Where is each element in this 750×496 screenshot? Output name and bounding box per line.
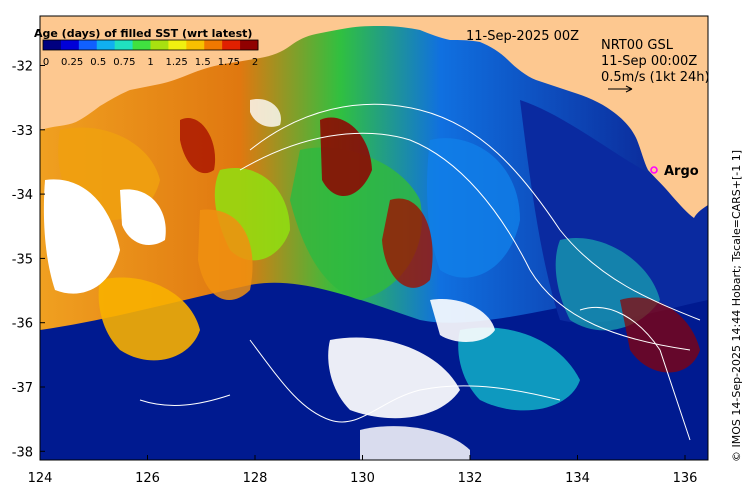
colorbar-swatch — [43, 40, 62, 50]
y-axis: -32 -33 -34 -35 -36 -37 -38 — [12, 60, 45, 460]
colorbar-swatch — [96, 40, 116, 50]
x-tick-label: 124 — [28, 471, 53, 486]
colorbar-swatch — [78, 40, 98, 50]
colorbar-tick-label: 0.75 — [113, 57, 135, 68]
colorbar-swatch — [150, 40, 169, 50]
bathymetry-contour-2 — [239, 132, 691, 351]
x-tick-label: 132 — [458, 471, 483, 486]
colorbar-title: Age (days) of filled SST (wrt latest) — [34, 27, 252, 40]
y-tick-label: -32 — [12, 60, 33, 75]
bathymetry-contour-1 — [249, 103, 701, 321]
cyan-patch — [458, 327, 580, 411]
colorbar-swatch — [60, 40, 80, 50]
colorbar-tick-label: 1.5 — [195, 57, 211, 68]
dark-red-patch-3 — [180, 118, 216, 174]
dark-red-patch-2 — [382, 198, 433, 288]
product-info-line: NRT00 GSL — [601, 38, 674, 53]
colorbar-swatches — [43, 40, 259, 50]
current-scale-arrow — [608, 85, 633, 93]
no-data-region-1 — [43, 179, 121, 294]
colorbar-tick-label: 1 — [147, 57, 153, 68]
colorbar-tick-labels: 0 0.25 0.5 0.75 1 1.25 1.5 1.75 2 — [43, 57, 258, 68]
colorbar-tick-label: 0.5 — [90, 57, 106, 68]
dark-red-patch-4 — [620, 297, 700, 373]
colorbar-swatch — [168, 40, 187, 50]
x-tick-label: 128 — [243, 471, 268, 486]
no-data-region-5 — [430, 299, 495, 342]
colorbar-frame — [42, 39, 259, 51]
colorbar-swatch — [132, 40, 151, 50]
colorbar-tick-label: 1.25 — [165, 57, 187, 68]
no-data-region-6 — [250, 99, 281, 127]
no-data-region-4 — [360, 426, 470, 460]
colorbar-tick-label: 0.25 — [61, 57, 83, 68]
no-data-region-3 — [328, 337, 460, 419]
colorbar-tick-label: 0 — [43, 57, 49, 68]
y-tick-label: -36 — [12, 317, 33, 332]
x-axis: 124 126 128 130 132 134 136 — [28, 455, 698, 486]
x-tick-label: 130 — [350, 471, 375, 486]
y-tick-label: -37 — [12, 381, 33, 396]
y-tick-label: -34 — [12, 188, 33, 203]
x-tick-label: 134 — [565, 471, 590, 486]
colorbar-tick-label: 1.75 — [218, 57, 240, 68]
no-data-region-2 — [120, 189, 166, 245]
land-mass — [40, 16, 708, 218]
argo-marker — [650, 166, 658, 174]
colorbar-swatch — [204, 40, 223, 50]
bathymetry-contour-5 — [139, 394, 231, 406]
orange-patch-2 — [98, 277, 200, 361]
x-tick-label: 136 — [673, 471, 698, 486]
light-blue-patch — [427, 138, 520, 278]
credit-text: © IMOS 14-Sep-2025 14:44 Hobart; Tscale=… — [730, 150, 743, 462]
product-info-line: 11-Sep 00:00Z — [601, 54, 697, 69]
colorbar-swatch — [114, 40, 134, 50]
x-tick-label: 126 — [135, 471, 160, 486]
colorbar-swatch — [222, 40, 241, 50]
colorbar-tick-label: 2 — [252, 57, 258, 68]
y-tick-label: -38 — [12, 445, 33, 460]
dark-red-patch-1 — [320, 117, 372, 197]
bathymetry-contour-4 — [579, 306, 691, 441]
colorbar-swatch — [240, 40, 259, 50]
y-tick-label: -35 — [12, 252, 33, 267]
y-tick-label: -33 — [12, 124, 33, 139]
product-info-line: 0.5m/s (1kt 24h) — [601, 70, 710, 85]
date-label: 11-Sep-2025 00Z — [466, 29, 579, 44]
orange-patch-3 — [198, 209, 253, 300]
bathymetry-contour-3 — [249, 339, 561, 423]
argo-label: Argo — [664, 164, 699, 179]
plot-frame — [39, 15, 709, 461]
colorbar-swatch — [186, 40, 205, 50]
